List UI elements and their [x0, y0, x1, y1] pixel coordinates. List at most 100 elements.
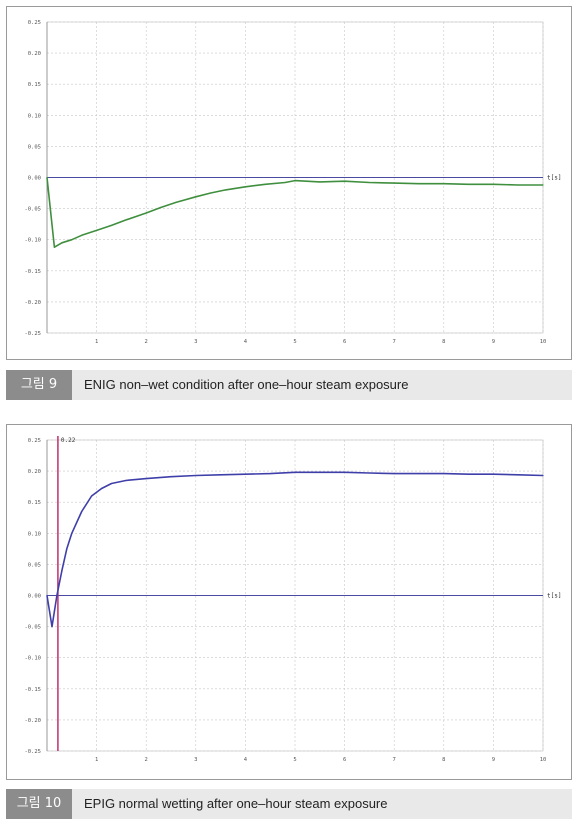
- figure-9-tag: 그림 9: [6, 370, 72, 400]
- series-line: [46, 177, 543, 248]
- x-tick-label: 1: [95, 339, 98, 345]
- x-tick-label: 8: [442, 757, 445, 763]
- y-tick-label: -0.15: [24, 269, 41, 275]
- x-tick-label: 6: [343, 339, 346, 345]
- series-line: [46, 471, 544, 628]
- data-point: [542, 474, 544, 477]
- y-tick-label: -0.25: [24, 331, 41, 337]
- data-point: [61, 570, 63, 572]
- data-point: [61, 242, 63, 244]
- y-tick-label: 0.05: [28, 562, 41, 568]
- y-tick-label: 0.00: [28, 594, 41, 600]
- y-tick-label: -0.25: [24, 749, 41, 755]
- figure-10-chart-panel: 0.25 0.20 0.15 0.10 0.05 0.00 -0.05 -0.10 -0.15 -…: [6, 424, 572, 780]
- figure-10-tag: 그림 10: [6, 789, 72, 819]
- data-point: [175, 201, 177, 203]
- y-tick-label: -0.15: [24, 687, 41, 693]
- figure-9-caption: ENIG non–wet condition after one–hour st…: [84, 377, 409, 392]
- y-tick-label: -0.05: [24, 207, 41, 213]
- y-tick-label: -0.10: [24, 238, 41, 244]
- figure-10-caption-bar: 그림 10 EPIG normal wetting after one–hour…: [6, 789, 572, 819]
- y-tick-label: 0.15: [28, 500, 41, 506]
- figure-10-chart: 0.25 0.20 0.15 0.10 0.05 0.00 -0.05 -0.10 -0.15 -…: [24, 436, 561, 763]
- data-point: [160, 206, 162, 208]
- data-point: [46, 176, 48, 179]
- data-point: [210, 192, 212, 194]
- data-point: [220, 474, 222, 476]
- x-axis-label: t[s]: [547, 175, 561, 182]
- y-tick-label: -0.10: [24, 656, 41, 662]
- y-tick-label: 0.05: [28, 144, 41, 150]
- data-point: [344, 180, 346, 182]
- x-tick-label: 2: [145, 757, 148, 763]
- x-tick-label: 6: [343, 757, 346, 763]
- figure-10-caption: EPIG normal wetting after one–hour steam…: [84, 796, 388, 811]
- x-tick-label: 9: [492, 757, 495, 763]
- data-point: [145, 477, 147, 480]
- data-point: [81, 234, 83, 236]
- data-point: [517, 184, 519, 186]
- data-point: [53, 246, 56, 248]
- data-point: [517, 474, 519, 476]
- data-point: [71, 532, 73, 534]
- data-point: [319, 471, 321, 473]
- data-point: [145, 212, 147, 214]
- data-point: [443, 183, 445, 185]
- data-point: [269, 472, 271, 475]
- data-point: [51, 626, 53, 628]
- y-tick-label: 0.25: [28, 438, 41, 444]
- figure-9-chart: 0.25 0.20 0.15 0.10 0.05 0.00 -0.05 -0.10 -0.15 -…: [24, 20, 561, 345]
- data-point: [71, 239, 73, 241]
- chart-9-plot: 0.25 0.20 0.15 0.10 0.05 0.00 -0.05 -0.10 -0.15 -…: [24, 20, 561, 345]
- marker-label: 0.22: [61, 437, 76, 444]
- x-tick-label: 3: [194, 339, 197, 345]
- x-tick-label: 7: [393, 757, 396, 763]
- chart-10-plot: 0.25 0.20 0.15 0.10 0.05 0.00 -0.05 -0.10 -0.15 -…: [24, 436, 561, 763]
- y-tick-label: -0.20: [24, 300, 41, 306]
- data-point: [468, 183, 470, 185]
- data-point: [224, 189, 227, 191]
- data-point: [110, 482, 113, 485]
- data-point: [81, 510, 83, 513]
- data-point: [492, 183, 494, 185]
- data-point: [96, 229, 98, 231]
- x-tick-label: 4: [244, 339, 248, 345]
- x-tick-label: 10: [540, 339, 547, 345]
- data-point: [393, 472, 395, 475]
- data-point: [110, 224, 113, 226]
- x-tick-label: 8: [442, 339, 445, 345]
- data-point: [492, 473, 494, 475]
- data-point: [468, 473, 470, 475]
- data-point: [294, 180, 296, 182]
- x-tick-label: 10: [540, 757, 547, 763]
- data-point: [125, 219, 127, 221]
- y-tick-label: 0.10: [28, 113, 41, 119]
- y-tick-label: 0.20: [28, 469, 41, 475]
- y-tick-label: -0.20: [24, 718, 41, 724]
- y-tick-label: 0.15: [28, 82, 41, 88]
- y-tick-label: 0.25: [28, 20, 41, 26]
- data-point: [418, 472, 420, 475]
- data-point: [264, 183, 266, 185]
- x-tick-label: 3: [194, 757, 197, 763]
- x-tick-label: 9: [492, 339, 495, 345]
- y-tick-label: -0.05: [24, 625, 41, 631]
- figure-9-caption-bar: 그림 9 ENIG non–wet condition after one–ho…: [6, 370, 572, 400]
- data-point: [344, 471, 346, 473]
- x-tick-label: 5: [293, 757, 296, 763]
- data-point: [368, 472, 370, 474]
- data-point: [244, 186, 246, 188]
- data-point: [542, 184, 544, 186]
- x-tick-label: 1: [95, 757, 98, 763]
- data-point: [418, 183, 420, 185]
- x-tick-label: 2: [145, 339, 148, 345]
- data-point: [170, 476, 172, 478]
- data-point: [66, 548, 68, 550]
- data-point: [443, 472, 445, 475]
- x-tick-label: 7: [393, 339, 396, 345]
- data-point: [393, 182, 395, 184]
- y-tick-label: 0.20: [28, 51, 41, 57]
- data-point: [368, 181, 370, 184]
- data-point: [125, 479, 127, 482]
- data-point: [195, 474, 197, 477]
